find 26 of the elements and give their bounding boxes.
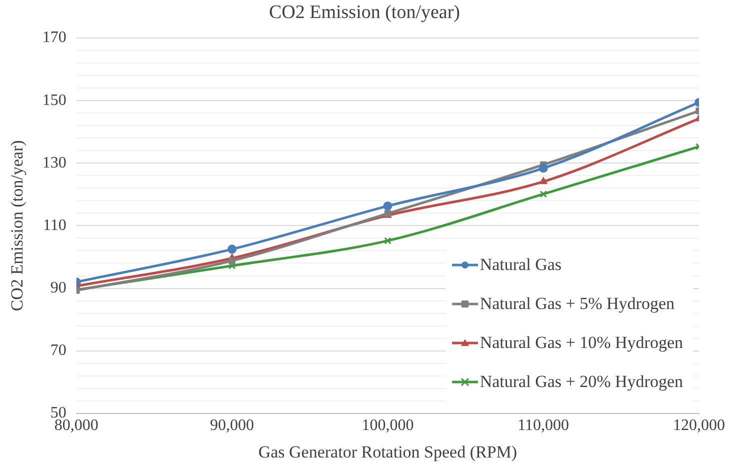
legend-label: Natural Gas bbox=[480, 254, 562, 274]
point bbox=[540, 190, 547, 198]
point bbox=[539, 177, 548, 184]
point bbox=[384, 237, 392, 244]
point bbox=[228, 257, 236, 264]
y-tick-label: 90 bbox=[50, 279, 66, 296]
point bbox=[228, 262, 236, 270]
x-axis-title: Gas Generator Rotation Speed (RPM) bbox=[258, 442, 518, 462]
x-tick-label: 110,000 bbox=[518, 417, 570, 434]
y-tick-label: 150 bbox=[42, 92, 66, 109]
y-tick-label: 70 bbox=[50, 342, 66, 360]
x-tick-label: 90,000 bbox=[210, 417, 254, 434]
y-tick-label: 170 bbox=[42, 29, 66, 46]
x-tick-label: 80,000 bbox=[54, 417, 98, 434]
point bbox=[383, 201, 392, 210]
legend-label: Natural Gas + 5% Hydrogen bbox=[480, 294, 674, 314]
point bbox=[228, 244, 237, 254]
y-tick-label: 110 bbox=[42, 216, 66, 234]
legend-label: Natural Gas + 10% Hydrogen bbox=[480, 332, 683, 352]
point bbox=[538, 164, 548, 173]
y-axis-title: CO2 Emission (ton/year) bbox=[8, 140, 27, 312]
chart-title: CO2 Emission (ton/year) bbox=[268, 2, 462, 24]
legend-label: Natural Gas + 20% Hydrogen bbox=[480, 372, 683, 392]
x-tick-label: 120,000 bbox=[673, 417, 725, 434]
x-tick-label: 100,000 bbox=[362, 417, 414, 434]
y-tick-label: 130 bbox=[42, 154, 66, 172]
